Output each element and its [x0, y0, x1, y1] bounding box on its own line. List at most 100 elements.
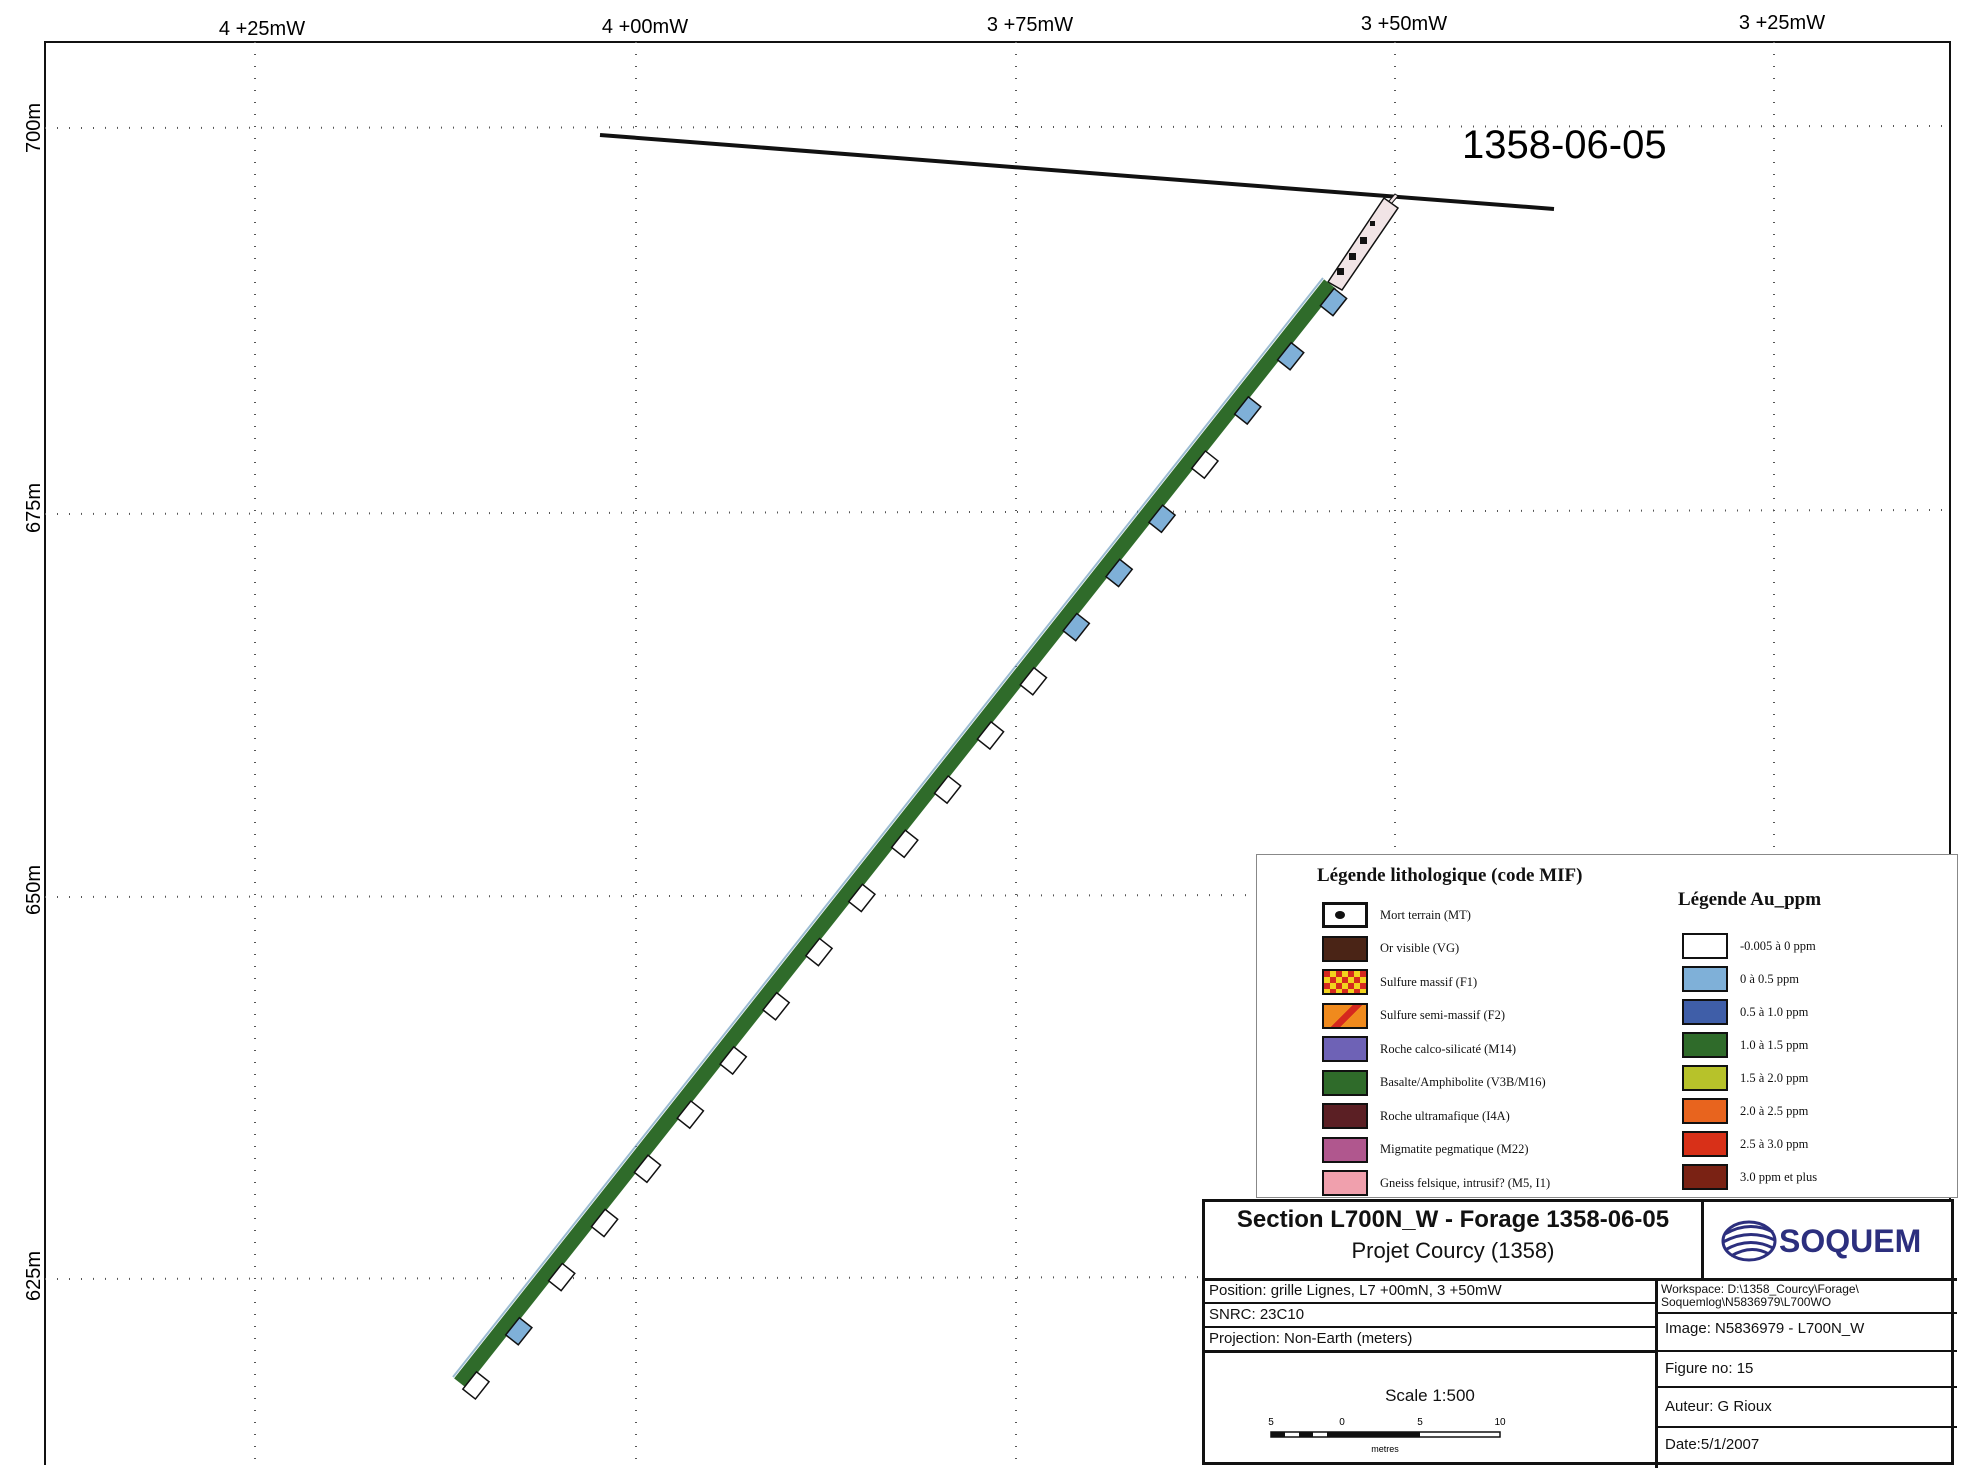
legend-swatch: [1682, 933, 1728, 959]
legend-swatch: [1682, 1098, 1728, 1124]
legend-item: Migmatite pegmatique (M22): [1322, 1135, 1529, 1165]
workspace-info: Soquemlog\N5836979\L700WO: [1661, 1295, 1832, 1309]
y-tick-label: 700m: [23, 103, 45, 153]
legend-item: Or visible (VG): [1322, 934, 1459, 964]
workspace-info: Workspace: D:\1358_Courcy\Forage\: [1661, 1282, 1859, 1296]
soquem-logo: SOQUEM: [1717, 1214, 1947, 1268]
scale-tick: 5: [1417, 1417, 1423, 1428]
legend-label: 0 à 0.5 ppm: [1740, 971, 1800, 986]
legend-item: Basalte/Amphibolite (V3B/M16): [1322, 1068, 1546, 1098]
legend-item: 2.0 à 2.5 ppm: [1682, 1096, 1808, 1126]
legend-label: Mort terrain (MT): [1380, 907, 1471, 922]
tb-divider: [1655, 1280, 1658, 1468]
tb-divider: [1205, 1350, 1657, 1353]
figure-title: Section L700N_W - Forage 1358-06-05: [1236, 1206, 1670, 1233]
legend-swatch: [1682, 999, 1728, 1025]
assay-box: [847, 883, 877, 913]
tb-divider: [1205, 1278, 1957, 1281]
legend-item: -0.005 à 0 ppm: [1682, 931, 1816, 961]
legend-item: Roche calco-silicaté (M14): [1322, 1034, 1516, 1064]
assay-box: [1190, 449, 1220, 480]
legend-swatch: [1682, 1065, 1728, 1091]
legend-item: 2.5 à 3.0 ppm: [1682, 1129, 1808, 1159]
legend-swatch: [1322, 1103, 1368, 1129]
legend-label: 1.5 à 2.0 ppm: [1740, 1070, 1809, 1085]
legend-label: Roche calco-silicaté (M14): [1380, 1041, 1517, 1056]
legend-label: 0.5 à 1.0 ppm: [1740, 1004, 1809, 1019]
legend-item: Gneiss felsique, intrusif? (M5, I1): [1322, 1168, 1550, 1198]
assay-box: [676, 1099, 705, 1130]
legend-label: Sulfure massif (F1): [1380, 974, 1478, 989]
legend-label: Or visible (VG): [1380, 941, 1460, 955]
project-subtitle: Projet Courcy (1358): [1351, 1238, 1555, 1263]
scale-tick: 0: [1339, 1417, 1345, 1428]
legend-item: Sulfure massif (F1): [1322, 967, 1477, 997]
assay-box: [761, 991, 791, 1021]
legend-swatch: [1322, 935, 1368, 962]
assay-box: [1019, 666, 1048, 696]
tb-divider: [1657, 1350, 1957, 1352]
assay-box: [1319, 287, 1348, 317]
tb-divider: [1657, 1426, 1957, 1428]
y-tick-label: 675m: [23, 483, 45, 533]
legend-label: 3.0 ppm et plus: [1740, 1169, 1818, 1184]
legend-label: Gneiss felsique, intrusif? (M5, I1): [1380, 1175, 1551, 1190]
legend-item: Mort terrain (MT): [1322, 900, 1471, 930]
scale-tick: 5: [1268, 1417, 1274, 1428]
x-tick-label: 3 +25mW: [1739, 12, 1825, 34]
overburden-dot-icon: [1322, 902, 1368, 928]
scale-tick: 10: [1494, 1417, 1506, 1428]
tb-divider: [1657, 1312, 1957, 1314]
y-tick-label: 625m: [23, 1251, 45, 1301]
scale-label: Scale 1:500: [1385, 1386, 1475, 1405]
assay-box: [504, 1316, 533, 1346]
legend-swatch: [1682, 1164, 1728, 1190]
assay-box: [933, 774, 962, 805]
massive-sulfide-pattern-icon: [1322, 969, 1368, 995]
legend-item: Roche ultramafique (I4A): [1322, 1101, 1510, 1131]
drill-trace: [454, 279, 1336, 1388]
figure-number: Figure no: 15: [1665, 1360, 1754, 1377]
legend-swatch: [1682, 966, 1728, 992]
scale-unit: metres: [1371, 1444, 1399, 1454]
projection-info: Projection: Non-Earth (meters): [1209, 1330, 1413, 1347]
scale-bar: 5 0 5 10 metres: [1268, 1417, 1506, 1454]
position-info: Position: grille Lignes, L7 +00mN, 3 +50…: [1209, 1282, 1502, 1299]
assay-boxes: [461, 287, 1348, 1401]
assay-box: [1104, 558, 1134, 588]
au-legend-title: Légende Au_ppm: [1678, 889, 1822, 910]
globe-icon: [1721, 1220, 1777, 1262]
litho-legend-title: Légende lithologique (code MIF): [1317, 865, 1583, 886]
hole-label: 1358-06-05: [1462, 123, 1667, 167]
assay-box: [804, 937, 834, 967]
legend-item: 1.0 à 1.5 ppm: [1682, 1030, 1808, 1060]
semi-massive-sulfide-pattern-icon: [1322, 1002, 1368, 1029]
legend-label: Sulfure semi-massif (F2): [1380, 1008, 1505, 1022]
legend-item: Sulfure semi-massif (F2): [1322, 1001, 1505, 1031]
legend-swatch: [1682, 1032, 1728, 1058]
legend-label: Migmatite pegmatique (M22): [1380, 1142, 1529, 1156]
x-tick-label: 4 +25mW: [219, 18, 305, 40]
map-frame: [44, 41, 1951, 1465]
overburden-dots: [1337, 221, 1375, 275]
x-tick-label: 4 +00mW: [602, 16, 688, 38]
x-tick-label: 3 +50mW: [1361, 13, 1447, 35]
legend-swatch: [1322, 1036, 1368, 1062]
legend-swatch: [1322, 1136, 1368, 1163]
tb-divider: [1205, 1326, 1657, 1328]
assay-box: [1147, 504, 1177, 534]
date-info: Date:5/1/2007: [1665, 1436, 1760, 1453]
title-block: Section L700N_W - Forage 1358-06-05 Proj…: [1202, 1199, 1957, 1468]
assay-box: [461, 1370, 491, 1401]
tb-divider: [1701, 1202, 1704, 1280]
x-tick-label: 3 +75mW: [987, 14, 1073, 36]
legend-label: -0.005 à 0 ppm: [1740, 938, 1816, 953]
legend-label: 2.0 à 2.5 ppm: [1740, 1103, 1809, 1118]
legend-item: 0 à 0.5 ppm: [1682, 964, 1799, 994]
legend-label: 1.0 à 1.5 ppm: [1740, 1037, 1809, 1052]
image-info: Image: N5836979 - L700N_W: [1665, 1320, 1865, 1337]
legend-swatch: [1322, 1170, 1368, 1196]
author-info: Auteur: G Rioux: [1665, 1398, 1772, 1415]
legend-item: 3.0 ppm et plus: [1682, 1162, 1817, 1192]
assay-box: [590, 1208, 619, 1238]
